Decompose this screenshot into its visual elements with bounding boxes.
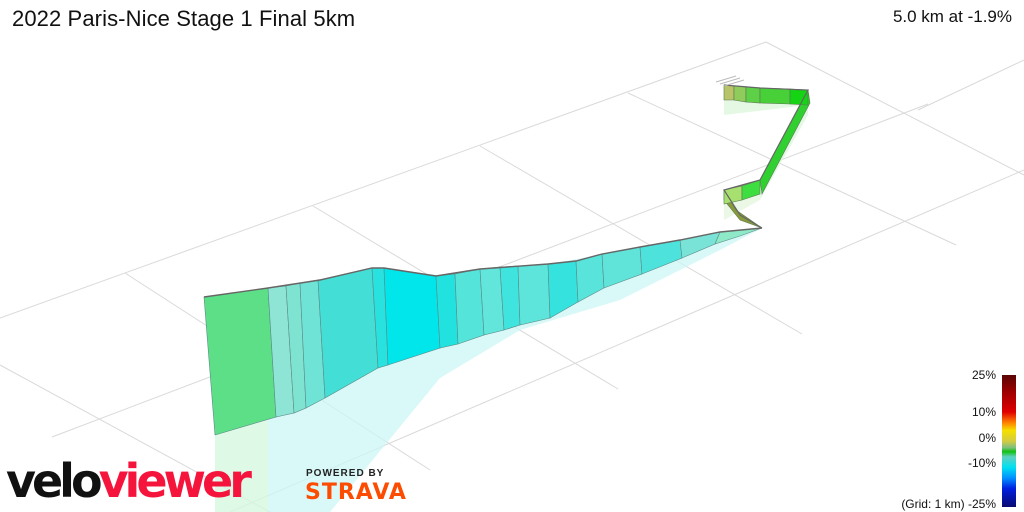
- profile-top-edge-start: [723, 84, 809, 229]
- profile-top-edge: [203, 227, 763, 298]
- start-marker-icon: [715, 75, 745, 87]
- elevation-ribbon: [203, 227, 763, 436]
- powered-by-label: POWERED BY: [306, 468, 385, 479]
- veloviewer-logo[interactable]: veloviewer: [6, 454, 252, 508]
- page-title: 2022 Paris-Nice Stage 1 Final 5km: [12, 6, 356, 31]
- elevation-ribbon-start: [723, 84, 811, 229]
- legend-label-max: 25%: [971, 368, 996, 382]
- gradient-legend: 25% 10% 0% -10% (Grid: 1 km) -25%: [894, 368, 1024, 512]
- legend-label-min: (Grid: 1 km) -25%: [901, 497, 996, 511]
- segment-final: [203, 287, 277, 436]
- route-summary: 5.0 km at -1.9%: [892, 7, 1012, 26]
- legend-label-0: 0%: [978, 431, 996, 445]
- legend-label-10: 10%: [971, 405, 996, 419]
- legend-label-minus10: -10%: [967, 456, 996, 470]
- gradient-color-scale: [1002, 375, 1016, 507]
- strava-logo[interactable]: STRAVA: [305, 480, 407, 505]
